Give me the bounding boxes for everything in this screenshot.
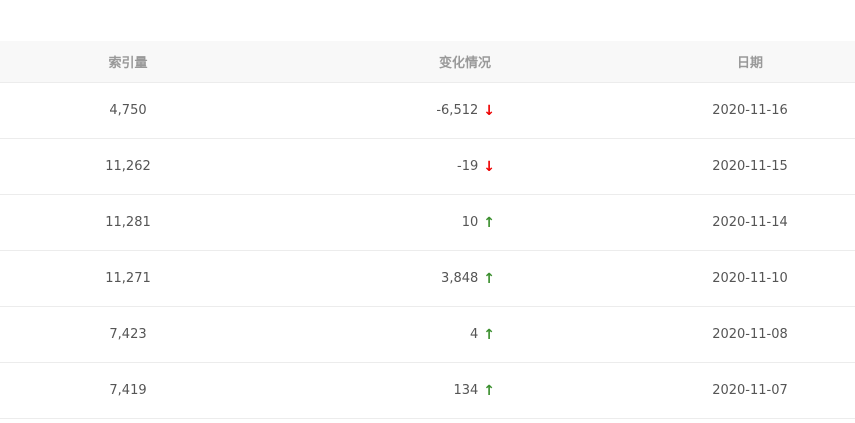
arrow-up-icon: ↑ bbox=[483, 382, 495, 399]
change-cell: -19 ↓ bbox=[457, 139, 495, 194]
date-value: 2020-11-08 bbox=[712, 327, 788, 342]
change-cell: 10 ↑ bbox=[462, 195, 495, 250]
index-value: 11,262 bbox=[105, 159, 151, 174]
table-header: 索引量 变化情况 日期 bbox=[0, 41, 855, 83]
table-row: 7,419 134 ↑ 2020-11-07 bbox=[0, 363, 855, 419]
index-value: 7,423 bbox=[109, 327, 147, 342]
table-row: 4,750 -6,512 ↓ 2020-11-16 bbox=[0, 83, 855, 139]
change-value: 4 bbox=[469, 327, 479, 342]
change-value: 10 bbox=[461, 215, 479, 230]
header-change[interactable]: 变化情况 bbox=[438, 56, 491, 71]
arrow-down-icon: ↓ bbox=[483, 102, 495, 119]
index-table: 索引量 变化情况 日期 4,750 -6,512 ↓ 2020-11-16 11,2… bbox=[0, 41, 855, 419]
arrow-up-icon: ↑ bbox=[483, 326, 495, 343]
change-value: 134 bbox=[453, 383, 479, 398]
change-value: 3,848 bbox=[441, 271, 479, 286]
change-value: -6,512 bbox=[436, 103, 479, 118]
table-row: 7,423 4 ↑ 2020-11-08 bbox=[0, 307, 855, 363]
arrow-down-icon: ↓ bbox=[483, 158, 495, 175]
index-value: 4,750 bbox=[109, 103, 147, 118]
index-value: 11,281 bbox=[105, 215, 151, 230]
date-value: 2020-11-07 bbox=[712, 383, 788, 398]
index-value: 7,419 bbox=[109, 383, 147, 398]
date-value: 2020-11-14 bbox=[712, 215, 788, 230]
date-value: 2020-11-10 bbox=[712, 271, 788, 286]
change-cell: 4 ↑ bbox=[470, 307, 495, 362]
table-row: 11,271 3,848 ↑ 2020-11-10 bbox=[0, 251, 855, 307]
index-value: 11,271 bbox=[105, 271, 151, 286]
table-row: 11,262 -19 ↓ 2020-11-15 bbox=[0, 139, 855, 195]
change-cell: -6,512 ↓ bbox=[436, 83, 495, 138]
change-value: -19 bbox=[457, 159, 479, 174]
date-value: 2020-11-15 bbox=[712, 159, 788, 174]
change-cell: 3,848 ↑ bbox=[441, 251, 495, 306]
header-index[interactable]: 索引量 bbox=[108, 56, 148, 71]
arrow-up-icon: ↑ bbox=[483, 214, 495, 231]
arrow-up-icon: ↑ bbox=[483, 270, 495, 287]
table-row: 11,281 10 ↑ 2020-11-14 bbox=[0, 195, 855, 251]
date-value: 2020-11-16 bbox=[712, 103, 788, 118]
header-date[interactable]: 日期 bbox=[736, 56, 763, 71]
change-cell: 134 ↑ bbox=[453, 363, 495, 418]
